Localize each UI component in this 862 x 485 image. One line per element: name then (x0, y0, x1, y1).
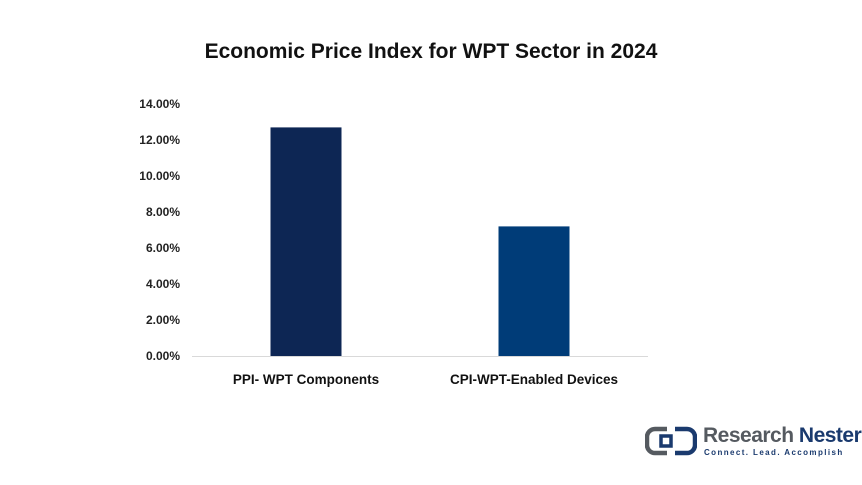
bar-1 (270, 127, 342, 357)
y-tick-label: 10.00% (139, 169, 180, 183)
y-tick-label: 12.00% (139, 133, 180, 147)
bar-2 (498, 226, 570, 356)
y-axis: 0.00% 2.00% 4.00% 6.00% 8.00% 10.00% 12.00% 14.… (139, 97, 180, 363)
x-category-label: PPI- WPT Components (233, 372, 379, 387)
bars-group (270, 127, 570, 357)
y-tick-label: 0.00% (146, 349, 180, 363)
research-nester-logo-icon (645, 426, 697, 456)
x-axis: PPI- WPT Components CPI-WPT-Enabled Devic… (233, 372, 618, 387)
research-nester-logo: Research Nester Connect. Lead. Accomplis… (645, 424, 862, 460)
y-tick-label: 2.00% (146, 313, 180, 327)
x-category-label: CPI-WPT-Enabled Devices (450, 372, 618, 387)
y-tick-label: 4.00% (146, 277, 180, 291)
logo-tagline: Connect. Lead. Accomplish (704, 448, 844, 457)
y-tick-label: 6.00% (146, 241, 180, 255)
chart-title: Economic Price Index for WPT Sector in 2… (204, 40, 658, 63)
y-tick-label: 14.00% (139, 97, 180, 111)
logo-name: Research Nester (703, 424, 862, 447)
y-tick-label: 8.00% (146, 205, 180, 219)
